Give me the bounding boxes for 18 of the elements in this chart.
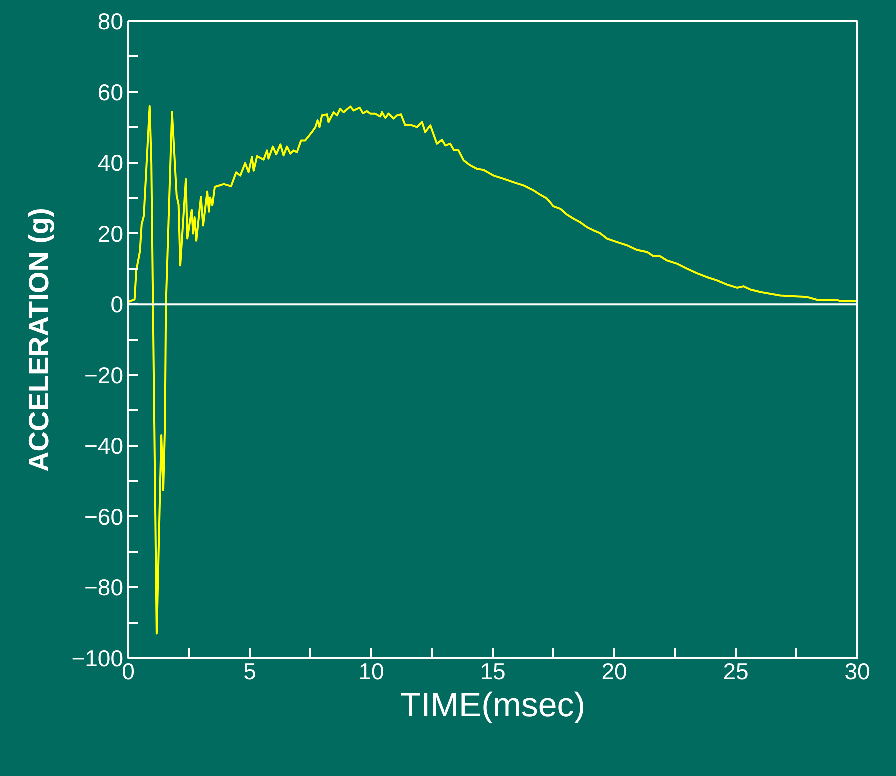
y-tick-label: −80 xyxy=(84,574,124,601)
x-tick-label: 15 xyxy=(480,658,506,684)
x-tick-label: 25 xyxy=(723,658,749,684)
y-tick-label: 40 xyxy=(98,150,124,176)
y-tick-label: −100 xyxy=(72,646,124,672)
y-tick-label: 0 xyxy=(110,292,124,318)
y-axis-title: ACCELERATION (g) xyxy=(24,208,55,472)
x-tick-label: 5 xyxy=(244,658,256,684)
y-tick-label: 60 xyxy=(98,79,124,106)
y-tick-label: 80 xyxy=(98,8,124,34)
x-tick-label: 10 xyxy=(358,658,384,684)
y-tick-label: −20 xyxy=(84,362,124,388)
x-tick-label: 30 xyxy=(844,658,870,684)
x-axis-title: TIME(msec) xyxy=(400,686,586,724)
x-tick-label: 20 xyxy=(602,658,628,684)
y-tick-label: 20 xyxy=(98,220,124,247)
y-tick-label: −60 xyxy=(84,504,124,530)
y-tick-label: −40 xyxy=(84,433,124,460)
